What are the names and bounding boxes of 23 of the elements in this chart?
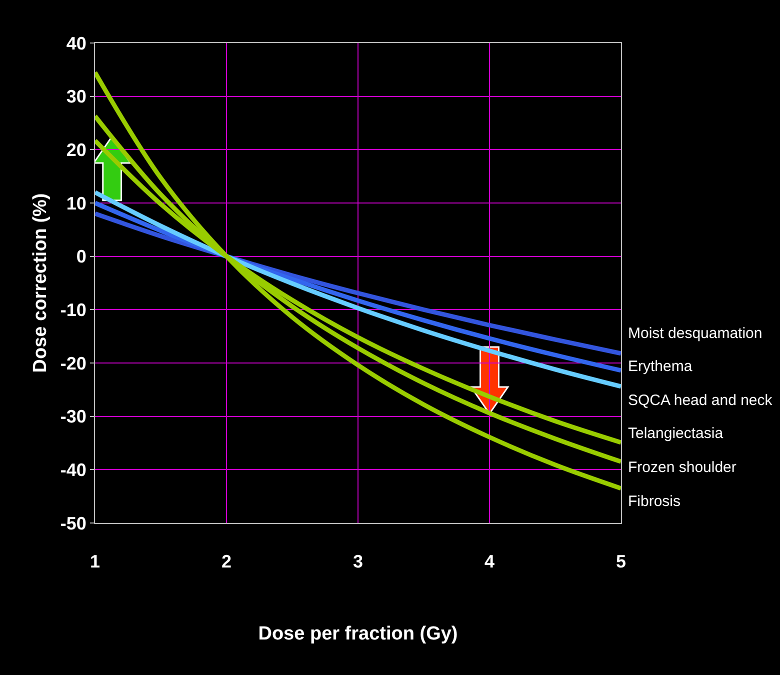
y-axis-title: Dose correction (%) [30,193,52,373]
series-label: Erythema [628,358,693,375]
x-tick-label: 2 [221,552,232,572]
series-label: Telangiectasia [628,425,724,442]
y-tick-label: -30 [60,406,86,427]
x-tick-label: 3 [352,552,364,572]
x-tick-label: 4 [484,552,495,572]
x-tick-label: 1 [90,552,100,572]
series-label: Fibrosis [628,493,681,510]
y-tick-label: 10 [66,193,86,214]
y-tick-label: 0 [76,246,86,267]
x-axis-title: Dose per fraction (Gy) [258,623,458,644]
y-tick-label: -50 [60,513,86,534]
y-tick-label: -10 [60,300,86,320]
y-tick-label: 20 [66,140,86,160]
x-tick-label: 5 [616,552,626,572]
series-label: Moist desquamation [628,325,762,342]
series-label: Frozen shoulder [628,459,736,476]
y-tick-label: 40 [66,33,86,54]
y-tick-label: -40 [60,460,86,480]
y-tick-label: 30 [66,86,86,107]
y-tick-label: -20 [60,353,86,374]
series-label: SQCA head and neck [628,392,773,409]
